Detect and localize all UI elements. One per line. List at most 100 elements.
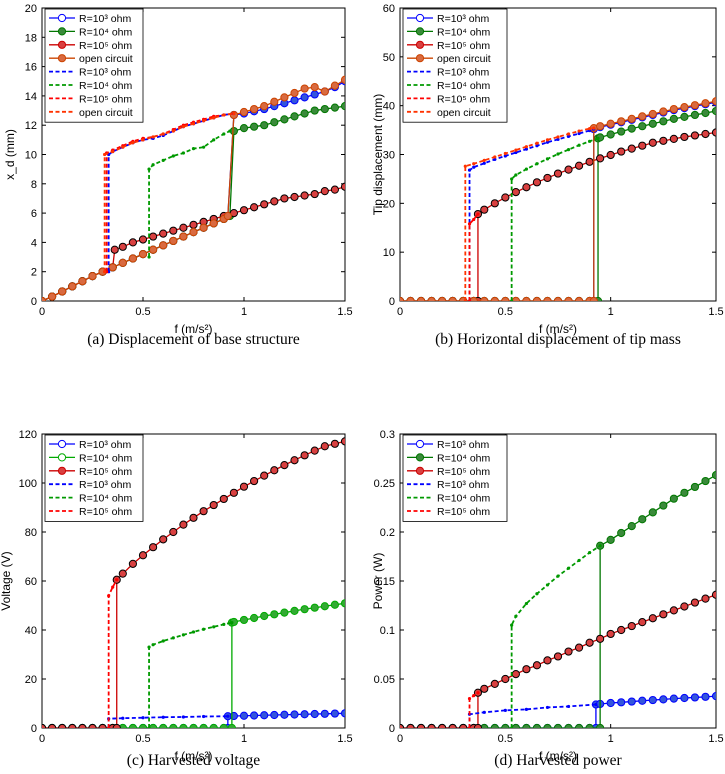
- legend-label: R=10³ ohm: [79, 479, 131, 491]
- legend-label: R=10⁵ ohm: [79, 466, 132, 478]
- data-point: [469, 296, 478, 301]
- data-point: [566, 134, 571, 139]
- data-point: [543, 173, 552, 183]
- data-point: [300, 710, 309, 719]
- data-point: [659, 501, 668, 510]
- legend-swatch-marker: [57, 466, 67, 475]
- data-point: [149, 723, 158, 728]
- data-point: [617, 528, 626, 538]
- data-point: [585, 723, 594, 728]
- data-point: [596, 634, 605, 643]
- data-point: [212, 138, 216, 142]
- data-point: [416, 723, 426, 728]
- data-point: [320, 442, 329, 451]
- legend-swatch-marker: [57, 54, 67, 63]
- data-point: [476, 691, 480, 695]
- data-point: [490, 296, 499, 301]
- data-point: [121, 145, 125, 149]
- data-point: [330, 185, 339, 194]
- data-point: [280, 93, 289, 102]
- y-tick-label: 0.15: [374, 576, 395, 588]
- legend-label: R=10⁵ ohm: [79, 506, 132, 518]
- data-point: [690, 110, 700, 120]
- data-point: [226, 714, 230, 718]
- data-point: [191, 147, 196, 151]
- data-point: [128, 254, 137, 263]
- data-point: [209, 500, 218, 510]
- legend-label: R=10⁴ ohm: [437, 26, 491, 38]
- data-point: [310, 446, 319, 455]
- data-point: [330, 439, 339, 448]
- data-point: [209, 723, 218, 728]
- data-point: [260, 471, 269, 480]
- data-point: [577, 143, 581, 147]
- x-tick-label: 1: [241, 733, 247, 745]
- data-point: [524, 147, 529, 151]
- y-tick-label: 20: [383, 198, 395, 210]
- y-tick-label: 40: [383, 101, 395, 113]
- data-point: [320, 187, 329, 196]
- data-point: [648, 695, 657, 705]
- data-point: [138, 235, 148, 244]
- data-point: [149, 245, 158, 254]
- data-point: [524, 707, 529, 711]
- legend-swatch-marker: [415, 466, 425, 475]
- legend-swatch-marker: [415, 13, 425, 23]
- data-point: [438, 723, 447, 728]
- data-point: [511, 723, 520, 728]
- data-point: [151, 163, 155, 167]
- x-tick-label: 1: [608, 733, 614, 745]
- data-point: [553, 169, 563, 178]
- data-point: [209, 219, 218, 228]
- data-point: [202, 145, 206, 149]
- data-point: [280, 461, 289, 470]
- data-point: [588, 550, 592, 555]
- data-point: [467, 299, 472, 301]
- data-point: [212, 116, 216, 120]
- data-point: [107, 726, 111, 728]
- data-point: [711, 106, 716, 116]
- x-tick-label: 0.5: [498, 733, 513, 745]
- data-point: [290, 88, 299, 98]
- legend-swatch-marker: [57, 453, 67, 462]
- legend-swatch-marker: [415, 453, 425, 462]
- panel-a-displacement-base: 0 0.5 1 1.5 0 2 4 6 8 10 12 14 16 18 20 f (m/s²) x_d (mm…: [3, 3, 353, 348]
- legend-label: R=10³ ohm: [437, 67, 489, 79]
- data-point: [711, 590, 716, 599]
- data-point: [320, 104, 329, 114]
- data-point: [556, 135, 560, 139]
- y-tick-label: 0.1: [380, 625, 395, 637]
- data-point: [280, 194, 289, 203]
- data-point: [310, 83, 319, 92]
- data-point: [340, 75, 345, 84]
- y-tick-label: 0.05: [374, 674, 395, 686]
- data-point: [617, 117, 626, 126]
- data-point: [138, 723, 148, 728]
- y-tick-label: 10: [25, 150, 37, 162]
- data-point: [493, 157, 497, 161]
- data-point: [514, 614, 518, 618]
- data-point: [270, 118, 279, 127]
- y-tick-label: 16: [25, 62, 37, 74]
- data-point: [480, 723, 489, 728]
- data-point: [545, 157, 550, 161]
- data-point: [179, 520, 188, 529]
- data-point: [511, 296, 520, 301]
- data-point: [310, 106, 319, 115]
- x-tick-label: 1.5: [337, 306, 352, 318]
- data-point: [701, 129, 710, 139]
- panel-caption: (a) Displacement of base structure: [87, 331, 300, 348]
- data-point: [270, 466, 279, 475]
- data-point: [490, 723, 499, 728]
- data-point: [535, 141, 539, 145]
- y-tick-label: 40: [25, 625, 37, 637]
- x-tick-label: 1.5: [337, 733, 352, 745]
- data-point: [340, 182, 345, 191]
- data-point: [250, 203, 259, 212]
- data-point: [68, 723, 77, 728]
- series-line: [468, 703, 596, 728]
- data-point: [627, 114, 636, 123]
- data-point: [427, 296, 436, 301]
- data-point: [219, 723, 228, 728]
